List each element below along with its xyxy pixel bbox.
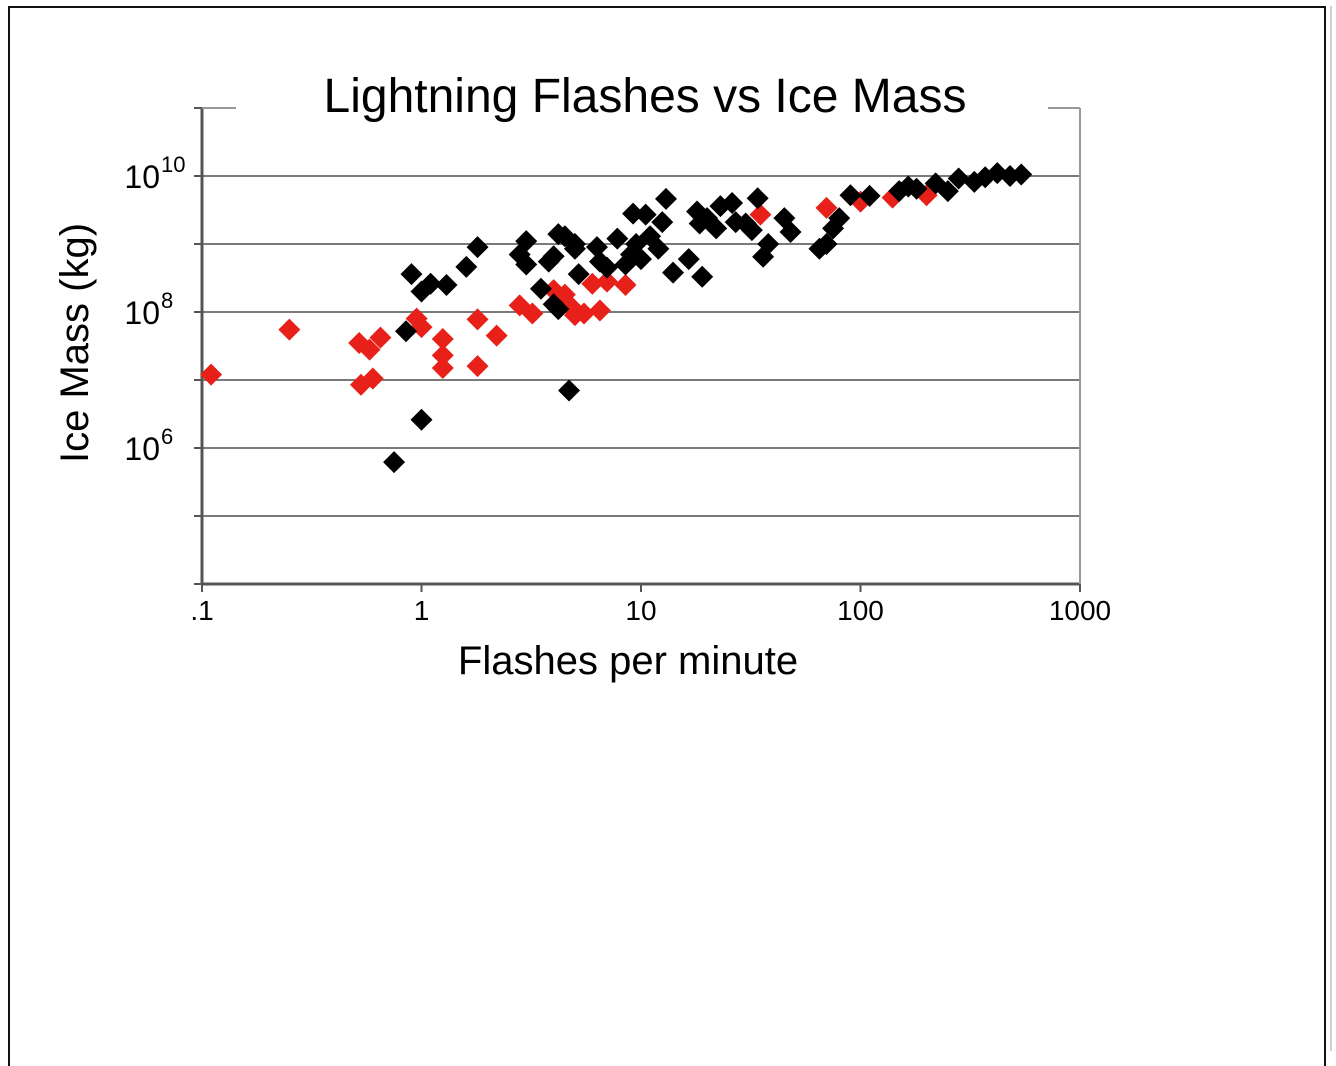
red-data-point [595,270,618,293]
red-data-point [369,326,392,349]
black-data-point [515,253,538,276]
red-data-point [466,308,489,331]
black-data-point [606,227,629,250]
chart-title: Lightning Flashes vs Ice Mass [324,70,967,123]
red-data-point [431,344,454,367]
black-data-point [662,261,685,284]
black-data-point [740,219,763,242]
black-data-point [383,451,406,474]
red-data-point [358,338,381,361]
black-data-point [395,320,418,343]
red-data-point [614,273,637,296]
y-tick-label: 10 [124,295,160,331]
black-data-point [563,237,586,260]
black-data-point [529,277,552,300]
x-tick-label: 1000 [1049,595,1111,626]
x-tick-label: .1 [190,595,213,626]
black-data-point [1010,163,1033,186]
axes [194,107,1081,592]
red-data-point [361,367,384,390]
black-data-point [655,187,678,210]
black-data-point [647,237,670,260]
gridlines [202,175,1080,517]
black-data-point [839,184,862,207]
black-data-point [828,207,851,230]
black-data-point [542,245,565,268]
black-data-point [779,221,802,244]
red-data-point [588,299,611,322]
red-data-point [410,316,433,339]
black-data-point [435,273,458,296]
x-tick-label: 10 [625,595,656,626]
black-data-point [614,253,637,276]
red-data-point [815,196,838,219]
black-data-point [634,203,657,226]
black-data-point [721,192,744,215]
red-data-point [431,357,454,380]
data-points [200,162,1033,474]
x-tick-label: 1 [414,595,430,626]
black-data-point [547,298,570,321]
y-tick-label: 10 [124,431,160,467]
black-data-point [905,177,928,200]
black-data-point [585,236,608,259]
black-data-point [691,265,714,288]
black-data-point [936,180,959,203]
y-tick-exponent: 8 [161,288,173,313]
black-data-point [757,233,780,255]
red-data-point [466,355,489,378]
y-tick-label: 10 [124,159,160,195]
red-data-point [278,318,301,341]
black-data-point [515,230,538,253]
red-data-point [521,302,544,325]
page-edge-shadow [1330,6,1332,1051]
black-data-point [455,255,478,278]
red-data-point [431,328,454,351]
black-data-point [746,187,769,210]
y-tick-exponent: 6 [161,424,173,449]
x-tick-label: 100 [837,595,884,626]
x-axis-label: Flashes per minute [458,639,798,683]
black-data-point [815,233,838,255]
black-data-point [947,167,970,190]
black-data-point [858,184,881,207]
black-data-point [558,379,581,402]
black-data-point [705,217,728,240]
red-data-point [749,203,772,226]
red-data-point [485,324,508,347]
black-data-point [651,211,674,234]
black-data-point [466,236,489,259]
title-background [236,64,1048,124]
black-data-point [622,202,645,225]
black-data-point [595,256,618,279]
y-tick-exponent: 10 [161,152,185,177]
black-data-point [410,408,433,431]
black-data-point [677,248,700,271]
red-data-point [200,363,223,386]
black-data-point [567,263,590,286]
page-frame [8,6,1326,1066]
red-data-point [573,302,596,325]
black-data-point [419,272,442,295]
black-data-point [630,248,652,271]
x-tick-labels: .1 1 10 100 1000 [190,595,1111,626]
y-axis-label: Ice Mass (kg) [53,223,97,463]
black-data-point [400,263,423,286]
red-data-point [581,272,604,295]
